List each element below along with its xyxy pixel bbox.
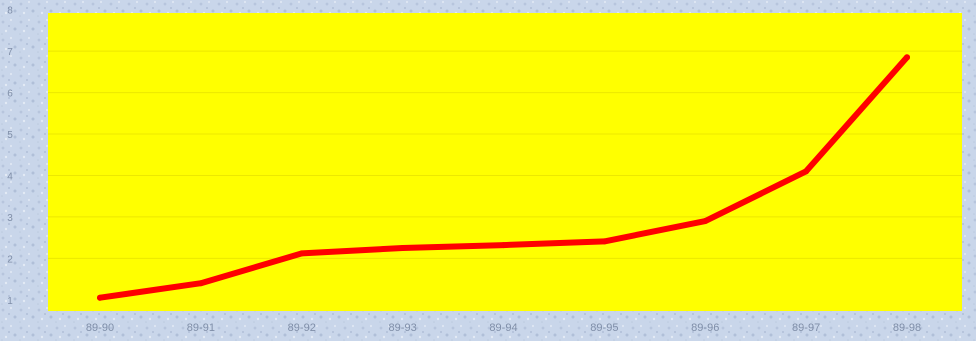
x-tick-label: 89-90: [86, 322, 114, 334]
series-layer: [97, 54, 910, 301]
data-point: [702, 218, 709, 225]
y-tick-label: 8: [7, 6, 13, 17]
y-tick-label: 4: [7, 171, 13, 182]
data-point: [904, 54, 910, 61]
data-point: [399, 245, 406, 252]
data-point: [803, 168, 810, 175]
x-tick-label: 89-92: [288, 322, 316, 334]
plot-area: [48, 13, 962, 311]
x-tick-label: 89-96: [691, 322, 719, 334]
y-tick-label: 7: [7, 47, 13, 58]
x-tick-label: 89-93: [389, 322, 417, 334]
x-tick-label: 89-95: [590, 322, 618, 334]
x-tick-label: 89-98: [893, 322, 921, 334]
y-tick-label: 6: [7, 89, 13, 100]
y-axis: 1 2 3 4 5 6 7 8: [7, 6, 13, 307]
data-point: [601, 238, 608, 245]
gridlines: [48, 50, 962, 259]
x-axis: 89-90 89-91 89-92 89-93 89-94 89-95 89-96 89-97…: [86, 322, 921, 334]
x-tick-label: 89-97: [792, 322, 820, 334]
data-point: [97, 294, 103, 301]
y-tick-label: 3: [7, 213, 13, 224]
x-tick-label: 89-91: [187, 322, 215, 334]
data-point: [197, 280, 204, 287]
data-point: [298, 250, 305, 257]
y-tick-label: 1: [7, 296, 13, 307]
y-tick-label: 2: [7, 254, 13, 265]
x-tick-label: 89-94: [489, 322, 517, 334]
y-tick-label: 5: [7, 130, 13, 141]
data-point: [500, 242, 507, 249]
